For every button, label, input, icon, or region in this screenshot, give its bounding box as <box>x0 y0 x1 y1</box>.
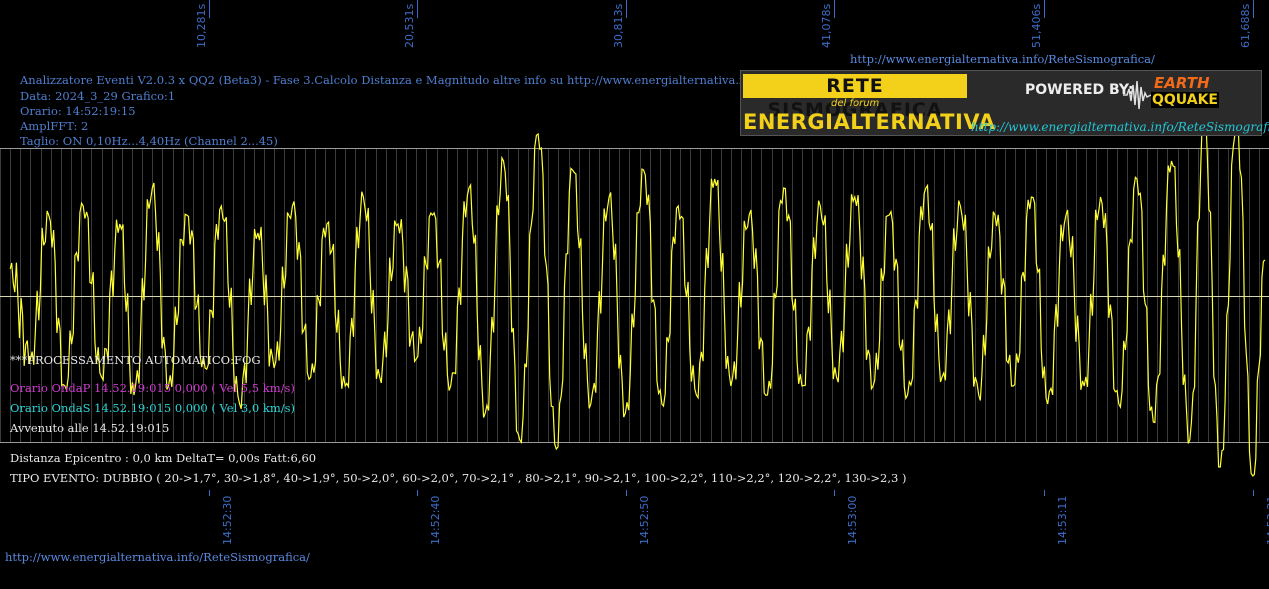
top-url-link[interactable]: http://www.energialternativa.info/ReteSi… <box>850 52 1155 66</box>
bottom-tick-label: 14:52:40 <box>429 495 442 545</box>
top-tick-label: 61,688s <box>1239 3 1252 48</box>
logo-forum-name: ENERGIALTERNATIVA <box>743 110 996 134</box>
bottom-tick-label: 14:53:11 <box>1056 495 1069 545</box>
top-tick-label: 30,813s <box>612 3 625 48</box>
top-tick-label: 51,406s <box>1030 3 1043 48</box>
header-ampl: AmplFFT: 2 <box>20 119 89 133</box>
bottom-url-link[interactable]: http://www.energialternativa.info/ReteSi… <box>5 550 310 564</box>
logo-subtitle: del forum <box>831 98 880 109</box>
p-wave-time: Orario OndaP 14.52.19:015 0,000 ( Vel 5,… <box>10 381 295 395</box>
header-filter: Taglio: ON 0,10Hz...4,40Hz (Channel 2...… <box>20 134 278 148</box>
processing-status: ***PROCESSAMENTO AUTOMATICO:FOG <box>10 353 261 367</box>
occurred-time: Avvenuto alle 14.52.19:015 <box>10 421 170 435</box>
top-tick-label: 20,531s <box>403 3 416 48</box>
logo-title: RETE SISMOGRAFICA <box>743 74 967 121</box>
waveform-trace <box>9 113 1266 477</box>
bottom-tick-label: 14:52:30 <box>221 495 234 545</box>
earth-label: EARTH <box>1154 74 1210 92</box>
top-tick-label: 41,078s <box>820 3 833 48</box>
rete-sismografica-logo: RETE SISMOGRAFICA del forum ENERGIALTERN… <box>740 70 1269 136</box>
epicenter-distance: Distanza Epicentro : 0,0 km DeltaT= 0,00… <box>10 451 317 465</box>
logo-url: http://www.energialternativa.info/ReteSi… <box>971 120 1269 134</box>
header-date: Data: 2024_3_29 Grafico:1 <box>20 89 176 103</box>
bottom-tick-label: 14:53:21 <box>1265 495 1269 545</box>
top-tick-label: 10,281s <box>195 3 208 48</box>
bottom-tick-label: 14:53:00 <box>846 495 859 545</box>
header-time: Orario: 14:52:19:15 <box>20 104 136 118</box>
seismic-wave-icon <box>1123 80 1152 110</box>
bottom-tick-label: 14:52:50 <box>638 495 651 545</box>
header-title: Analizzatore Eventi V2.0.3 x QQ2 (Beta3)… <box>20 73 821 87</box>
powered-by-label: POWERED BY: <box>1025 82 1134 98</box>
s-wave-time: Orario OndaS 14.52.19:015 0,000 ( Vel 3,… <box>10 401 296 415</box>
qquake-label: QQUAKE <box>1151 92 1219 108</box>
event-type: TIPO EVENTO: DUBBIO ( 20->1,7°, 30->1,8°… <box>10 471 907 485</box>
